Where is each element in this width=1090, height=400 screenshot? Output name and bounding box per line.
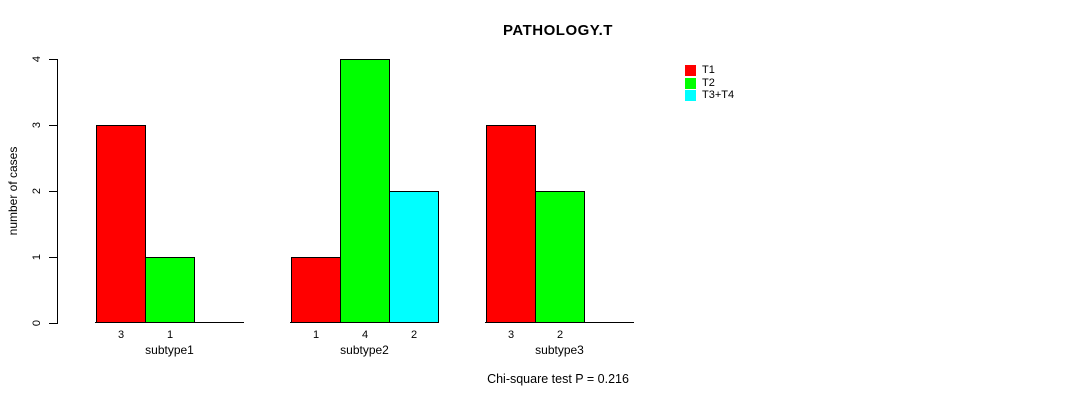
bar-value-label: 3 xyxy=(117,329,125,341)
bar-value-label: 1 xyxy=(312,329,320,341)
bar-value-label: 1 xyxy=(166,329,174,341)
bar-value-label: 2 xyxy=(410,329,418,341)
bar-subtype1-T1 xyxy=(96,125,146,323)
y-tick xyxy=(49,257,57,258)
y-tick-label: 1 xyxy=(31,253,43,261)
x-group-label-subtype1: subtype1 xyxy=(145,343,194,357)
y-axis-label: number of cases xyxy=(6,146,20,236)
y-tick xyxy=(49,125,57,126)
chart-title: PATHOLOGY.T xyxy=(503,22,613,39)
y-tick xyxy=(49,191,57,192)
bar-subtype2-T3+T4 xyxy=(389,191,439,323)
y-tick-label: 2 xyxy=(31,187,43,195)
legend: T1 T2 T3+T4 xyxy=(685,65,734,103)
y-tick-label: 4 xyxy=(31,55,43,63)
y-tick-label: 0 xyxy=(31,319,43,327)
legend-swatch-T2 xyxy=(685,77,696,89)
x-group-label-subtype2: subtype2 xyxy=(340,343,389,357)
bar-subtype2-T1 xyxy=(291,257,341,323)
legend-item: T2 xyxy=(685,76,734,89)
y-tick xyxy=(49,323,57,324)
bar-subtype3-T1 xyxy=(486,125,536,323)
legend-swatch-T1 xyxy=(685,65,696,76)
legend-label: T3+T4 xyxy=(702,89,735,101)
annotation-chi-square: Chi-square test P = 0.216 xyxy=(487,372,629,386)
bar-subtype2-T2 xyxy=(340,59,390,323)
y-tick-label: 3 xyxy=(31,121,43,129)
bar-subtype3-T2 xyxy=(535,191,585,323)
legend-item: T1 xyxy=(685,65,734,76)
x-group-label-subtype3: subtype3 xyxy=(535,343,584,357)
legend-label: T2 xyxy=(702,76,715,89)
y-tick xyxy=(49,59,57,60)
bar-value-label: 4 xyxy=(361,329,369,341)
legend-item: T3+T4 xyxy=(685,90,734,101)
legend-label: T1 xyxy=(702,64,715,76)
legend-swatch-T3+T4 xyxy=(685,90,696,101)
y-axis-line xyxy=(57,59,58,324)
bar-value-label: 3 xyxy=(507,329,515,341)
bar-subtype1-T2 xyxy=(145,257,195,323)
bar-value-label: 2 xyxy=(556,329,564,341)
